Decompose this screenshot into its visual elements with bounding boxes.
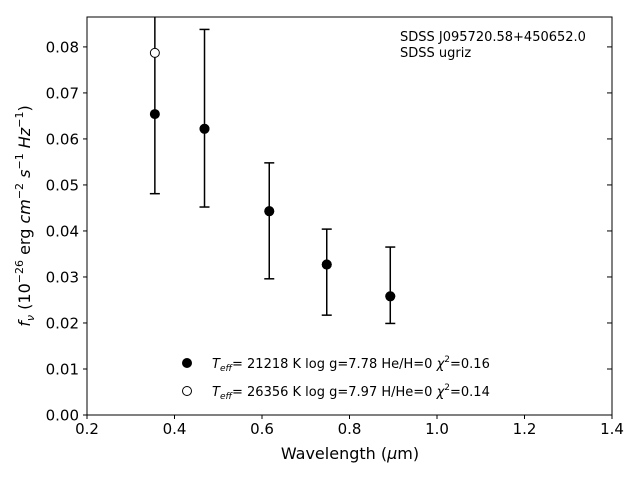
y-tick-label: 0.07 [46, 84, 79, 102]
y-tick-label: 0.01 [46, 360, 79, 378]
legend-entry-1: Teff= 21218 K log g=7.78 He/H=0 χ2=0.16 [212, 355, 490, 374]
data-marks [149, 17, 396, 325]
y-tick-label: 0.02 [46, 314, 79, 332]
y-tick-label: 0.05 [46, 176, 79, 194]
x-axis-label: Wavelength (μm) [281, 444, 419, 463]
legend: Teff= 21218 K log g=7.78 He/H=0 χ2=0.16 … [182, 355, 490, 402]
legend-entry-2-chi: =0.14 [450, 385, 490, 400]
legend-entry-1-params: = 21218 K log g=7.78 He/H=0 [232, 357, 437, 372]
y-tick-label: 0.04 [46, 222, 79, 240]
legend-entry-2-params: = 26356 K log g=7.97 H/He=0 [232, 385, 437, 400]
x-tick-label: 1.4 [600, 420, 624, 438]
x-axis-ticks: 0.2 0.4 0.6 0.8 1.0 1.2 1.4 [75, 415, 624, 438]
object-name-annotation: SDSS J095720.58+450652.0 [400, 30, 586, 45]
y-tick-label: 0.08 [46, 38, 79, 56]
data-point-filled [199, 123, 210, 134]
data-point-filled [149, 109, 160, 120]
data-point-filled [321, 259, 332, 270]
legend-entry-1-chi: =0.16 [450, 357, 490, 372]
data-point-filled [264, 206, 275, 217]
y-axis-ticks: 0.00 0.01 0.02 0.03 0.04 0.05 0.06 0.07 0.08 [46, 38, 612, 425]
legend-marker-filled [182, 358, 192, 368]
legend-entry-2: Teff= 26356 K log g=7.97 H/He=0 χ2=0.14 [212, 383, 490, 402]
x-tick-label: 0.6 [250, 420, 274, 438]
x-tick-label: 0.8 [338, 420, 362, 438]
legend-marker-open [182, 386, 192, 396]
x-tick-label: 1.0 [425, 420, 449, 438]
x-tick-label: 1.2 [513, 420, 537, 438]
y-axis-label: fν (10−26 erg cm−2 s−1 Hz−1) [13, 105, 37, 326]
y-tick-label: 0.06 [46, 130, 79, 148]
x-tick-label: 0.2 [75, 420, 99, 438]
y-tick-label: 0.03 [46, 268, 79, 286]
data-point-open [149, 47, 160, 58]
y-tick-label: 0.00 [46, 407, 79, 425]
x-tick-label: 0.4 [163, 420, 187, 438]
filter-annotation: SDSS ugriz [400, 46, 471, 61]
data-point-filled [385, 291, 396, 302]
